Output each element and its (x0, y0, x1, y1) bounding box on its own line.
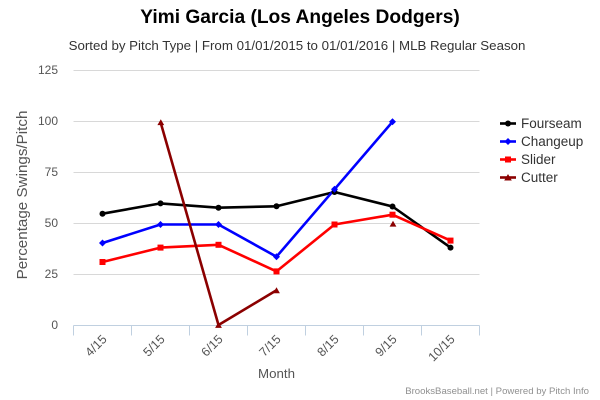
svg-text:Fourseam: Fourseam (521, 116, 582, 131)
svg-text:25: 25 (45, 267, 59, 281)
svg-text:Slider: Slider (521, 152, 556, 167)
svg-text:75: 75 (45, 165, 59, 179)
svg-text:Yimi Garcia (Los Angeles Dodge: Yimi Garcia (Los Angeles Dodgers) (140, 7, 460, 28)
svg-text:BrooksBaseball.net | Powered b: BrooksBaseball.net | Powered by Pitch In… (405, 386, 589, 397)
svg-text:Changeup: Changeup (521, 134, 583, 149)
svg-text:100: 100 (38, 114, 58, 128)
svg-text:125: 125 (38, 63, 58, 77)
svg-text:0: 0 (51, 318, 58, 332)
svg-text:Sorted by Pitch Type | From 01: Sorted by Pitch Type | From 01/01/2015 t… (69, 38, 526, 53)
svg-text:Month: Month (258, 366, 295, 381)
svg-text:Cutter: Cutter (521, 170, 558, 185)
svg-text:50: 50 (45, 216, 59, 230)
svg-text:Percentage Swings/Pitch: Percentage Swings/Pitch (14, 111, 31, 280)
